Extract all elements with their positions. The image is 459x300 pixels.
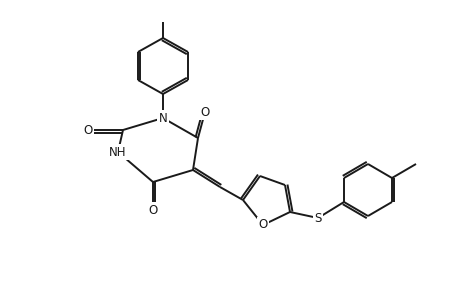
Text: O: O <box>83 124 92 136</box>
Text: O: O <box>148 203 157 217</box>
Text: N: N <box>158 112 167 124</box>
Text: O: O <box>200 106 209 118</box>
Text: NH: NH <box>109 146 127 158</box>
Text: O: O <box>258 218 267 232</box>
Text: S: S <box>313 212 321 224</box>
